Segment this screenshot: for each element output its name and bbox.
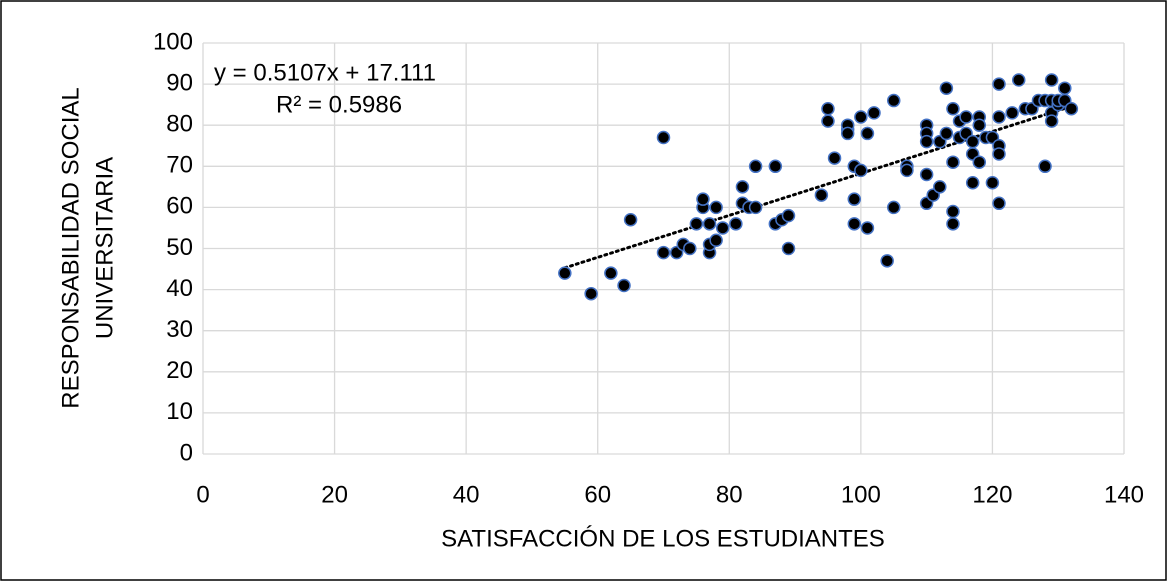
y-tick-label: 60: [166, 193, 193, 220]
point: [821, 114, 835, 128]
point: [972, 118, 987, 132]
point: [735, 180, 750, 194]
point: [656, 130, 671, 145]
marks: [558, 73, 1079, 301]
y-tick-label: 80: [166, 111, 193, 138]
point: [965, 175, 980, 190]
x-tick-label: 0: [196, 481, 209, 508]
y-tick-label: 0: [180, 439, 193, 466]
point: [992, 196, 1006, 211]
point: [617, 278, 631, 293]
point: [985, 175, 1000, 190]
point: [854, 163, 868, 178]
y-tick-label: 50: [166, 234, 193, 261]
y-tick-label: 10: [166, 398, 193, 425]
grid: [202, 42, 1125, 455]
point: [900, 163, 914, 178]
trend-r2: R² = 0.5986: [276, 91, 402, 118]
point: [709, 233, 723, 248]
point: [1044, 73, 1059, 87]
point: [748, 159, 763, 174]
point: [939, 81, 954, 95]
point: [683, 241, 697, 256]
point: [827, 151, 842, 165]
point: [919, 167, 934, 182]
point: [959, 110, 973, 124]
point: [847, 192, 862, 206]
point: [860, 221, 875, 235]
point: [709, 200, 723, 215]
x-tick-label: 60: [584, 481, 611, 508]
point: [781, 241, 796, 256]
point: [965, 134, 980, 149]
point: [946, 102, 960, 116]
point: [623, 212, 638, 227]
point: [558, 266, 572, 280]
x-tick-label: 40: [453, 481, 480, 508]
trend-equation: y = 0.5107x + 17.111: [214, 59, 436, 86]
point: [840, 126, 855, 141]
point: [847, 217, 862, 231]
x-tick-label: 140: [1104, 481, 1144, 508]
point: [702, 217, 717, 231]
y-tick-label: 90: [166, 69, 193, 96]
point: [821, 102, 835, 116]
point: [972, 155, 987, 169]
y-tick-label: 100: [153, 28, 193, 55]
x-tick-label: 20: [321, 481, 348, 508]
y-axis-label: UNIVERSITARIA: [91, 157, 118, 339]
point: [919, 134, 934, 149]
point: [880, 254, 894, 268]
point: [992, 147, 1006, 161]
y-axis-label: RESPONSABILIDAD SOCIAL: [57, 87, 84, 408]
point: [992, 77, 1006, 91]
y-tick-label: 70: [166, 152, 193, 179]
point: [854, 110, 868, 124]
point: [946, 204, 960, 219]
point: [656, 245, 671, 260]
point: [939, 126, 954, 141]
x-axis-label: SATISFACCIÓN DE LOS ESTUDIANTES: [441, 525, 885, 552]
point: [887, 93, 901, 108]
point: [1044, 114, 1059, 128]
y-tick-label: 30: [166, 316, 193, 343]
point: [867, 106, 881, 120]
point: [1005, 106, 1019, 120]
point: [689, 217, 704, 231]
x-tick-label: 120: [972, 481, 1012, 508]
point: [696, 192, 710, 206]
point: [1011, 73, 1026, 87]
x-tick-label: 100: [841, 481, 881, 508]
point: [729, 217, 743, 231]
y-tick-label: 40: [166, 275, 193, 302]
point: [933, 180, 947, 194]
point: [860, 126, 875, 141]
point: [1058, 81, 1072, 95]
point: [781, 208, 796, 223]
y-tick-label: 20: [166, 357, 193, 384]
point: [992, 110, 1006, 124]
point: [584, 286, 598, 301]
point: [748, 200, 763, 215]
point: [946, 155, 960, 169]
point: [1064, 102, 1079, 116]
point: [604, 266, 618, 280]
point: [1038, 159, 1052, 174]
x-tick-label: 80: [716, 481, 743, 508]
point: [768, 159, 783, 174]
point: [946, 217, 960, 231]
point: [887, 200, 901, 215]
point: [715, 221, 730, 235]
point: [814, 188, 829, 202]
